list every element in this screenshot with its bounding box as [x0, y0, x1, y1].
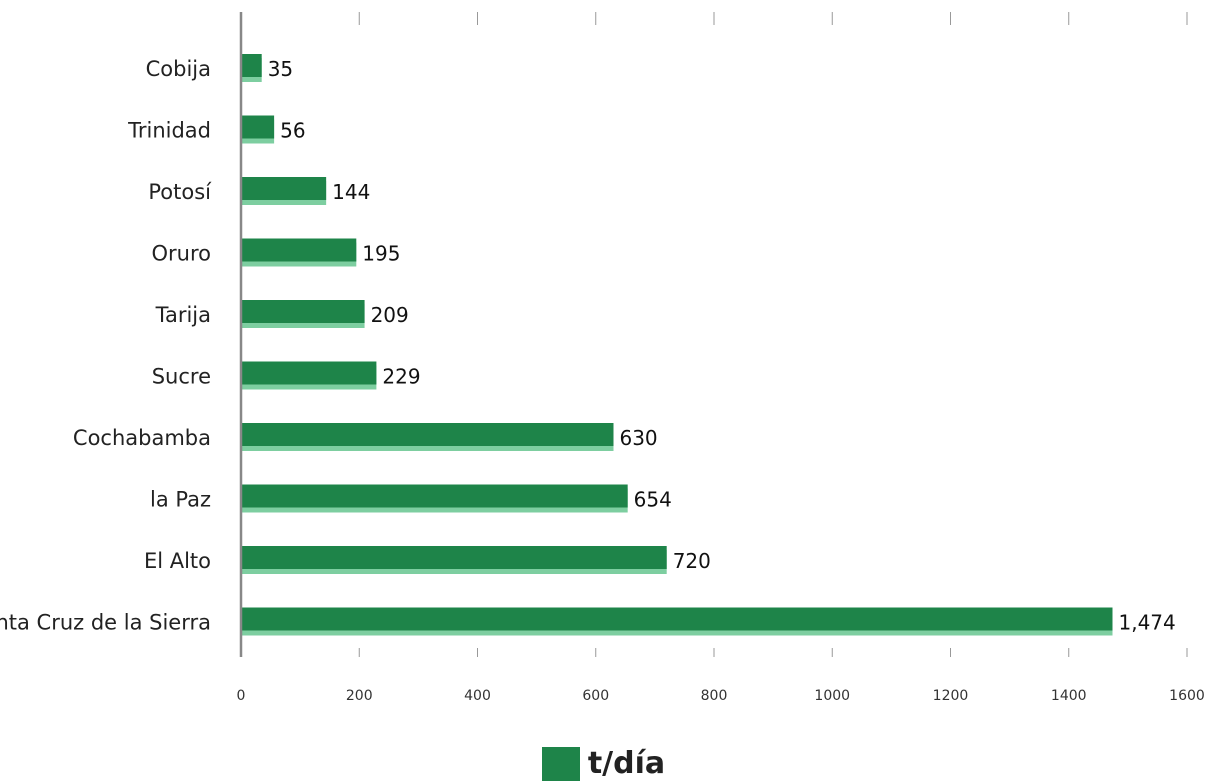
bar-chart: 0 200 400 600 800 1000 1200 1400 1600 35 Cobija 56 T… [0, 12, 1205, 704]
x-tick-label: 200 [346, 688, 373, 704]
x-tick-label: 400 [464, 688, 491, 704]
bar [241, 546, 667, 569]
bar [241, 423, 614, 446]
bar [241, 238, 357, 262]
category-label: El Alto [144, 549, 211, 573]
value-label: 209 [371, 303, 409, 327]
x-tick-label: 1000 [814, 688, 850, 704]
value-label: 1,474 [1119, 611, 1176, 635]
x-tick-label: 1400 [1051, 688, 1087, 704]
category-label: Cochabamba [73, 426, 211, 450]
category-label: Potosí [148, 180, 212, 204]
category-label: Trinidad [127, 119, 211, 143]
value-label: 35 [268, 57, 293, 81]
category-label: la Paz [150, 488, 211, 512]
bar [241, 54, 262, 77]
bar [241, 484, 628, 508]
x-tick-label: 0 [237, 688, 246, 704]
value-label: 195 [362, 242, 400, 266]
bar [241, 115, 275, 139]
value-label: 654 [634, 488, 672, 512]
value-label: 56 [280, 119, 305, 143]
x-tick-label: 1200 [933, 688, 969, 704]
value-label: 229 [382, 365, 420, 389]
legend-label: t/día [587, 746, 666, 781]
value-label: 144 [332, 180, 370, 204]
category-label: Oruro [152, 242, 212, 266]
legend: t/día [0, 746, 1207, 781]
category-label: Tarija [155, 303, 211, 327]
category-label: Santa Cruz de la Sierra [0, 611, 211, 635]
category-label: Sucre [152, 365, 211, 389]
legend-swatch [541, 746, 580, 781]
bar [241, 607, 1113, 631]
value-label: 720 [673, 549, 711, 573]
bar [241, 177, 327, 200]
category-label: Cobija [146, 57, 211, 81]
bar [241, 300, 365, 323]
x-tick-label: 600 [582, 688, 609, 704]
bar [241, 361, 377, 385]
x-tick-label: 1600 [1169, 688, 1205, 704]
value-label: 630 [619, 426, 657, 450]
x-tick-label: 800 [701, 688, 728, 704]
